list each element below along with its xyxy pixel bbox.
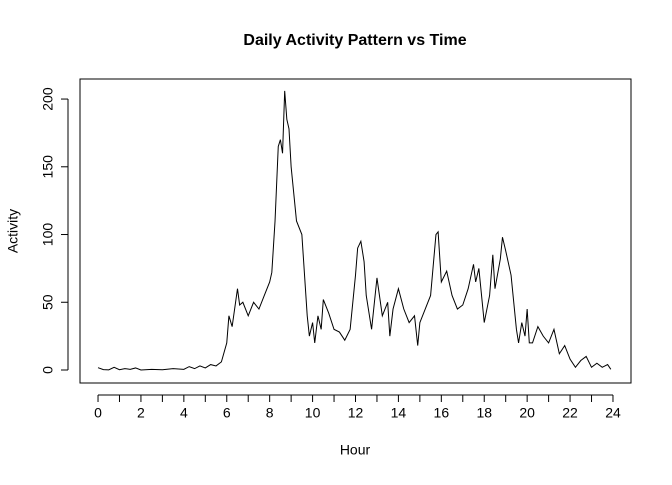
y-tick-label: 0 [40, 366, 56, 374]
x-tick-label: 4 [180, 405, 188, 421]
x-tick-label: 6 [223, 405, 231, 421]
x-tick-label: 10 [305, 405, 321, 421]
x-tick-label: 0 [94, 405, 102, 421]
x-tick-label: 8 [266, 405, 274, 421]
x-tick-label: 22 [562, 405, 578, 421]
x-tick-label: 24 [605, 405, 621, 421]
x-tick-label: 20 [519, 405, 535, 421]
y-tick-label: 200 [40, 87, 56, 111]
y-tick-label: 50 [40, 294, 56, 310]
x-tick-label: 12 [348, 405, 364, 421]
x-axis-label: Hour [340, 442, 371, 458]
y-axis-label: Activity [5, 209, 21, 253]
x-tick-label: 16 [434, 405, 450, 421]
x-tick-label: 14 [391, 405, 407, 421]
y-tick-label: 100 [40, 223, 56, 247]
y-tick-label: 150 [40, 155, 56, 179]
x-tick-label: 2 [137, 405, 145, 421]
plot-box [79, 78, 632, 384]
chart-title: Daily Activity Pattern vs Time [243, 32, 466, 49]
activity-line [97, 90, 612, 371]
x-tick-label: 18 [476, 405, 492, 421]
